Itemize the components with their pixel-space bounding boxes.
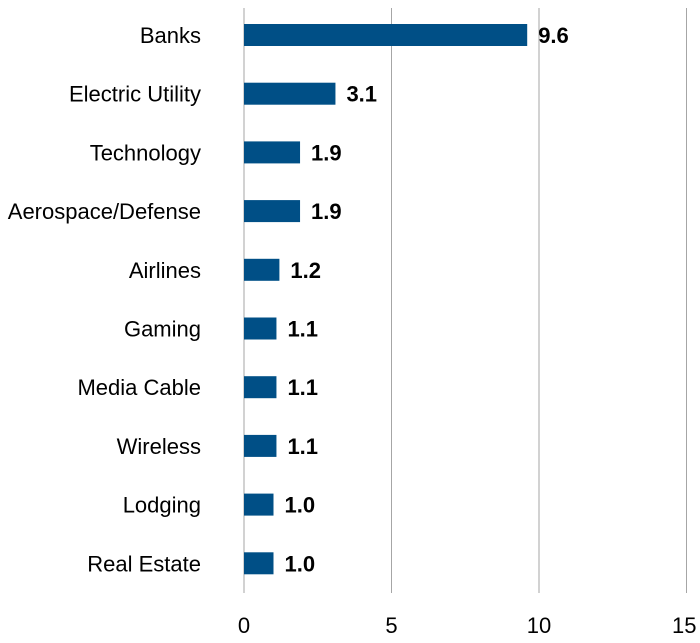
bars xyxy=(244,24,528,575)
value-label-electric-utility: 3.1 xyxy=(346,82,377,107)
x-axis-tick-labels: 0 5 10 15 xyxy=(238,613,697,638)
bar-media-cable xyxy=(244,376,277,399)
bar-real-estate xyxy=(244,552,274,575)
value-label-gaming: 1.1 xyxy=(287,317,318,342)
value-label-lodging: 1.0 xyxy=(285,493,316,518)
x-tick-label-0: 0 xyxy=(238,613,250,638)
value-label-media-cable: 1.1 xyxy=(287,375,318,400)
bar-airlines xyxy=(244,258,280,281)
category-label-aerospace-defense: Aerospace/Defense xyxy=(8,199,201,224)
x-tick-label-10: 10 xyxy=(527,613,551,638)
category-label-wireless: Wireless xyxy=(117,434,201,459)
value-label-wireless: 1.1 xyxy=(287,434,318,459)
x-tick-label-15: 15 xyxy=(672,613,696,638)
x-tick-label-5: 5 xyxy=(385,613,397,638)
value-labels: 9.6 3.1 1.9 1.9 1.2 1.1 1.1 1.1 1.0 1.0 xyxy=(285,23,569,576)
category-label-media-cable: Media Cable xyxy=(77,375,201,400)
category-label-airlines: Airlines xyxy=(129,258,201,283)
category-label-technology: Technology xyxy=(90,140,201,165)
value-label-technology: 1.9 xyxy=(311,140,342,165)
category-label-lodging: Lodging xyxy=(123,493,201,518)
bar-lodging xyxy=(244,493,274,516)
bar-technology xyxy=(244,141,301,164)
bar-wireless xyxy=(244,434,277,457)
category-label-real-estate: Real Estate xyxy=(87,551,201,576)
bar-banks xyxy=(244,24,528,46)
value-label-aerospace-defense: 1.9 xyxy=(311,199,342,224)
value-label-banks: 9.6 xyxy=(538,23,569,48)
category-label-banks: Banks xyxy=(140,23,201,48)
bar-electric-utility xyxy=(244,82,336,105)
bar-gaming xyxy=(244,317,277,340)
category-label-gaming: Gaming xyxy=(124,317,201,342)
bar-aerospace-defense xyxy=(244,200,301,223)
value-label-real-estate: 1.0 xyxy=(285,551,316,576)
category-label-electric-utility: Electric Utility xyxy=(69,82,201,107)
category-labels: Banks Electric Utility Technology Aerospace… xyxy=(8,23,201,576)
value-label-airlines: 1.2 xyxy=(290,258,321,283)
